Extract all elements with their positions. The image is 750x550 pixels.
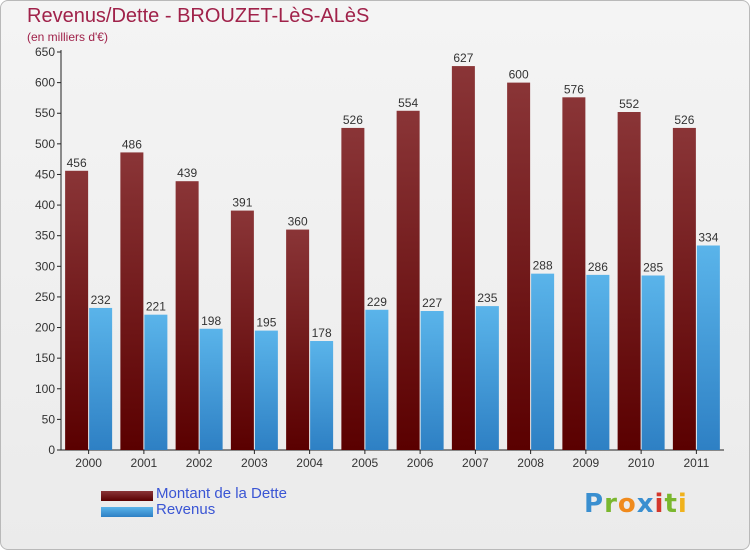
- x-tick-label: 2006: [407, 456, 434, 470]
- bar-dette-label: 552: [619, 97, 639, 111]
- bar-dette: [120, 152, 144, 450]
- bar-dette: [672, 127, 696, 451]
- bar-revenus: [254, 330, 278, 450]
- chart-title: Revenus/Dette - BROUZET-LèS-ALèS: [27, 5, 370, 27]
- y-tick-label: 450: [35, 167, 55, 181]
- x-tick-label: 2000: [75, 456, 102, 470]
- bar-revenus: [310, 341, 334, 450]
- bar-revenus: [144, 314, 168, 450]
- bar-dette: [230, 210, 254, 450]
- bar-dette-label: 360: [288, 215, 308, 229]
- logo-letter: t: [664, 489, 678, 519]
- bar-revenus-label: 232: [91, 293, 111, 307]
- x-tick-label: 2005: [352, 456, 379, 470]
- bar-revenus: [641, 275, 665, 450]
- bar-dette-label: 627: [453, 51, 473, 65]
- bar-revenus: [475, 306, 499, 450]
- bar-revenus: [531, 273, 555, 450]
- bar-dette: [562, 97, 586, 451]
- bar-revenus-label: 178: [312, 326, 332, 340]
- bar-revenus-label: 195: [256, 316, 276, 330]
- bar-revenus-label: 229: [367, 295, 387, 309]
- legend-swatch-dette: [101, 491, 153, 501]
- x-tick-label: 2002: [186, 456, 213, 470]
- y-tick-label: 100: [35, 382, 55, 396]
- bar-revenus: [365, 309, 389, 450]
- bar-revenus-label: 235: [477, 291, 497, 305]
- logo-letter: P: [584, 489, 605, 519]
- y-tick-label: 550: [35, 106, 55, 120]
- x-tick-label: 2010: [628, 456, 655, 470]
- x-tick-label: 2011: [683, 456, 709, 470]
- bar-revenus-label: 285: [643, 260, 663, 274]
- y-tick-label: 650: [35, 45, 55, 59]
- y-tick-label: 150: [35, 351, 55, 365]
- bar-dette-label: 600: [509, 68, 529, 82]
- bar-dette: [65, 170, 89, 450]
- bar-dette: [507, 82, 531, 450]
- logo-letter: r: [604, 489, 618, 519]
- bar-revenus-label: 227: [422, 296, 442, 310]
- x-tick-label: 2007: [462, 456, 489, 470]
- bar-dette-label: 456: [67, 156, 87, 170]
- y-tick-label: 500: [35, 137, 55, 151]
- logo-letter: x: [636, 489, 655, 519]
- bar-dette-label: 526: [343, 113, 363, 127]
- bar-dette: [617, 112, 641, 450]
- bar-revenus-label: 221: [146, 300, 166, 314]
- bar-revenus-label: 286: [588, 260, 608, 274]
- y-tick-label: 200: [35, 321, 55, 335]
- y-tick-label: 600: [35, 76, 55, 90]
- bar-revenus-label: 288: [533, 259, 553, 273]
- bar-revenus: [420, 311, 444, 450]
- bar-dette: [286, 229, 310, 450]
- proxiti-logo: Proxiti: [584, 489, 688, 519]
- bar-revenus: [696, 245, 720, 450]
- logo-letter: i: [677, 489, 688, 519]
- y-tick-label: 400: [35, 198, 55, 212]
- y-tick-label: 250: [35, 290, 55, 304]
- bar-dette: [341, 127, 365, 451]
- x-tick-label: 2008: [517, 456, 544, 470]
- bar-dette-label: 576: [564, 82, 584, 96]
- bar-revenus: [89, 307, 113, 450]
- bar-revenus-label: 198: [201, 314, 221, 328]
- bar-revenus: [199, 328, 223, 450]
- x-tick-label: 2004: [296, 456, 323, 470]
- bar-revenus: [586, 274, 610, 450]
- bar-dette-label: 486: [122, 137, 142, 151]
- legend-swatch-revenus: [101, 507, 153, 517]
- bar-dette: [451, 66, 475, 451]
- legend-label-dette: Montant de la Dette: [156, 485, 287, 502]
- logo-letter: o: [617, 489, 637, 519]
- chart-data-labels: 456 486 439 391 360 526 554 627 600 576 552 526 232 2…: [67, 51, 719, 340]
- y-tick-label: 0: [48, 443, 55, 457]
- bar-dette-label: 391: [232, 196, 252, 210]
- y-tick-label: 300: [35, 259, 55, 273]
- y-tick-label: 350: [35, 229, 55, 243]
- y-tick-label: 50: [42, 412, 56, 426]
- chart-bars: [65, 66, 720, 451]
- x-tick-label: 2003: [241, 456, 268, 470]
- x-tick-label: 2009: [573, 456, 600, 470]
- bar-dette: [396, 110, 420, 450]
- bar-dette: [175, 181, 199, 450]
- legend-label-revenus: Revenus: [156, 501, 216, 518]
- chart-subtitle: (en milliers d'€): [27, 30, 108, 44]
- logo-letter: i: [654, 489, 665, 519]
- bar-dette-label: 526: [674, 113, 694, 127]
- bar-dette-label: 439: [177, 166, 197, 180]
- x-tick-label: 2001: [131, 456, 158, 470]
- bar-revenus-label: 334: [698, 230, 718, 244]
- bar-dette-label: 554: [398, 96, 418, 110]
- chart-axes: 0 50 100 150 200 250 300 350 400 450 500 550 600 650 2…: [35, 45, 724, 470]
